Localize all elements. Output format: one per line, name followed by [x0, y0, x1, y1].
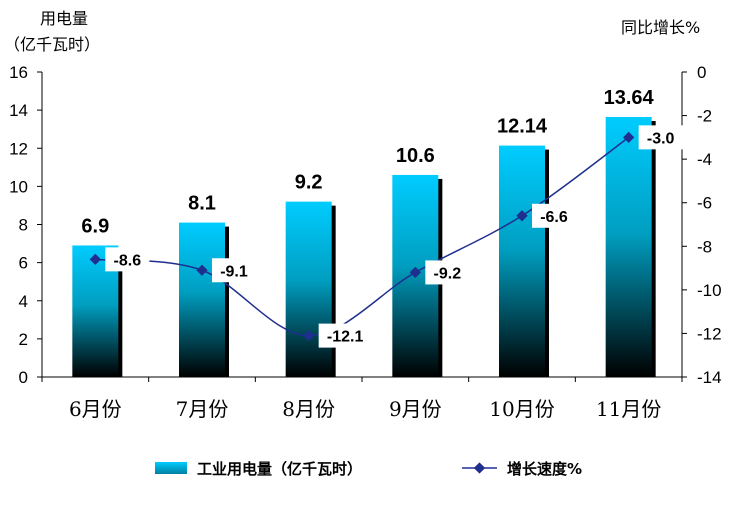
- right-tick-label: -2: [697, 107, 712, 126]
- category-label: 9月份: [389, 397, 442, 421]
- right-tick-label: -14: [697, 368, 722, 387]
- left-tick-label: 2: [19, 330, 28, 349]
- bar-value-label: 6.9: [81, 215, 109, 237]
- bar: [179, 222, 225, 377]
- left-tick-label: 8: [19, 216, 28, 235]
- bar: [285, 201, 332, 377]
- growth-label-box: [425, 260, 470, 285]
- growth-value-label: -8.6: [114, 252, 142, 269]
- left-tick-label: 0: [19, 368, 28, 387]
- category-label: 7月份: [176, 397, 229, 421]
- left-axis-ticks: 0 2 4 6 8 10 12 14 16: [9, 63, 42, 387]
- growth-point: [303, 329, 315, 342]
- legend-bar-label: 工业用电量（亿千瓦时）: [197, 460, 362, 478]
- legend-bar-swatch: [155, 462, 187, 474]
- category-labels: 6月份 7月份 8月份 9月份 10月份 11月份: [69, 397, 661, 421]
- left-tick-label: 10: [9, 177, 28, 196]
- left-tick-label: 16: [9, 63, 28, 82]
- right-tick-label: 0: [697, 63, 706, 82]
- bar: [605, 116, 652, 378]
- right-tick-label: -6: [697, 194, 712, 213]
- category-label: 11月份: [596, 397, 661, 421]
- growth-point: [196, 264, 208, 276]
- growth-point: [623, 131, 635, 144]
- category-label: 6月份: [69, 397, 122, 421]
- left-tick-label: 6: [19, 254, 28, 273]
- growth-point: [409, 266, 421, 279]
- right-tick-label: -4: [697, 150, 712, 169]
- growth-point: [516, 210, 528, 222]
- right-tick-label: -8: [697, 237, 712, 256]
- category-label: 10月份: [489, 397, 554, 421]
- bar-value-label: 8.1: [188, 193, 216, 215]
- left-axis-title-line2: （亿千瓦时）: [4, 35, 100, 54]
- growth-value-label: -9.1: [220, 263, 248, 280]
- growth-value-label: -9.2: [434, 265, 462, 282]
- right-tick-label: -12: [697, 324, 722, 343]
- bar-value-label: 10.6: [396, 145, 435, 167]
- growth-value-label: -12.1: [327, 329, 364, 346]
- left-tick-label: 14: [9, 101, 28, 120]
- bar: [499, 145, 545, 377]
- growth-line: -8.6 -9.1 -12.1 -9.2 -6.6 -3.0: [89, 125, 683, 348]
- growth-label-box: [638, 125, 683, 150]
- legend-line-marker: [473, 462, 486, 474]
- right-axis-title: 同比增长%: [621, 18, 700, 37]
- growth-label-box: [318, 323, 372, 348]
- right-tick-label: -10: [697, 281, 722, 300]
- bar-value-label: 9.2: [295, 172, 323, 194]
- left-tick-label: 12: [9, 139, 28, 158]
- left-axis-title-line1: 用电量: [40, 9, 88, 28]
- bar-value-label: 13.64: [604, 87, 655, 109]
- bar-value-labels: 6.9 8.1 9.2 10.6 12.14 13.64: [81, 87, 654, 237]
- growth-value-label: -3.0: [647, 130, 675, 147]
- legend: 工业用电量（亿千瓦时） 增长速度%: [155, 460, 582, 478]
- left-tick-label: 4: [19, 292, 28, 311]
- growth-label-box: [532, 203, 576, 228]
- legend-line-label: 增长速度%: [507, 460, 582, 478]
- growth-value-label: -6.6: [540, 209, 568, 226]
- bar-value-label: 12.14: [497, 116, 548, 138]
- growth-label-box: [212, 258, 256, 283]
- category-label: 8月份: [282, 397, 335, 421]
- right-axis-ticks: 0 -2 -4 -6 -8 -10 -12 -14: [682, 63, 722, 387]
- growth-label-box: [105, 247, 150, 272]
